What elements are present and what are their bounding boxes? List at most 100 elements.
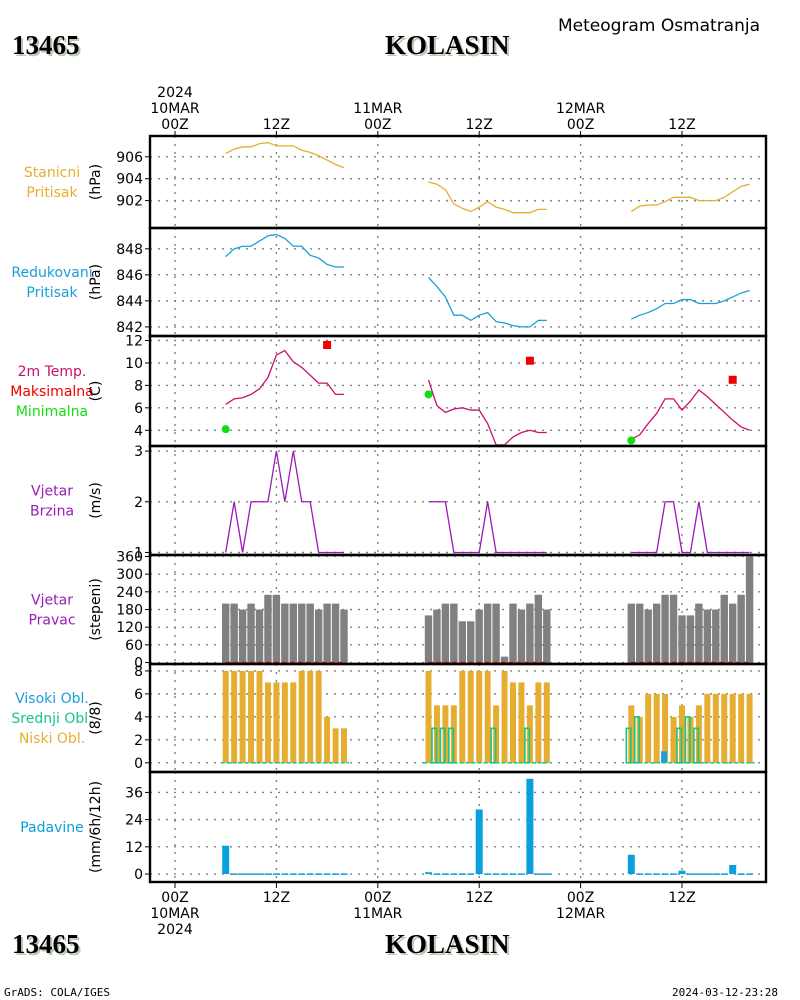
cloud-mid-bar: [633, 716, 641, 764]
cloud-low-bar: [324, 716, 331, 763]
precip-bar: [686, 873, 694, 875]
y-axis-unit: (C): [88, 381, 104, 402]
x-tick-label-bottom: 10MAR: [150, 906, 199, 922]
y-tick-label: 8: [134, 664, 143, 680]
y-axis-unit: (mm/6h/12h): [88, 781, 104, 873]
panel-label: Pritisak: [26, 285, 78, 301]
timestamp: 2024-03-12-23:28: [672, 986, 778, 999]
y-tick-label: 848: [116, 242, 143, 258]
cloud-low-bar: [670, 716, 677, 763]
cloud-low-bar: [256, 670, 263, 763]
precip-bar: [239, 873, 247, 875]
cloud-low-bar: [307, 670, 314, 763]
cloud-low-bar: [653, 693, 660, 763]
wind-dir-bar: [483, 603, 492, 664]
wind-dir-bar: [517, 609, 526, 664]
y-tick-label: 12: [125, 840, 143, 856]
wind-dir-bar: [222, 603, 230, 664]
precip-bar: [450, 873, 458, 875]
x-tick-label-top: 10MAR: [150, 101, 199, 117]
wind-dir-bar: [492, 603, 500, 664]
x-tick-label-top: 2024: [157, 85, 193, 101]
wind-dir-bar: [678, 615, 686, 664]
x-tick-label-bottom: 12Z: [668, 890, 695, 906]
series-line-wind-speed: [428, 501, 547, 554]
precip-bar: [509, 873, 517, 875]
panel-clouds: 0 2 4 6 8 Visoki Obl. Srednji Obl. Niski Obl.(8…: [11, 662, 768, 774]
precip-bar: [306, 873, 314, 875]
cloud-low-bar: [704, 693, 711, 763]
wind-dir-bar: [686, 615, 695, 664]
x-tick-label-top: 12Z: [668, 117, 695, 133]
wind-dir-bar: [230, 603, 238, 664]
panel-label: 2m Temp.: [18, 364, 87, 380]
x-tick-label-bottom: 00Z: [567, 890, 594, 906]
cloud-low-bar: [535, 682, 542, 763]
cloud-low-bar: [281, 682, 288, 763]
cloud-low-bar: [332, 728, 339, 763]
series-line-reduced-pressure: [631, 289, 750, 320]
x-tick-label-top: 12MAR: [556, 101, 605, 117]
x-tick-label-top: 12Z: [263, 117, 290, 133]
precip-bar: [484, 873, 492, 875]
panel-label: Pravac: [28, 613, 75, 629]
series-line-temperature: [630, 388, 750, 440]
x-tick-label-top: 00Z: [567, 117, 594, 133]
precip-bar: [332, 873, 340, 875]
y-tick-label: 0: [134, 867, 143, 883]
cloud-low-bar: [467, 670, 474, 763]
wind-dir-bar: [247, 603, 255, 664]
y-tick-label: 12: [125, 333, 143, 349]
cloud-low-bar: [712, 693, 719, 763]
wind-dir-bar: [509, 603, 517, 664]
panel-station-pressure: 902 904 906 Stanicni Pritisak (hPa): [24, 134, 768, 230]
y-tick-label: 300: [116, 567, 143, 583]
y-tick-label: 180: [116, 603, 143, 619]
precip-bar: [695, 873, 703, 875]
y-tick-label: 0: [134, 756, 143, 772]
panel-label: Brzina: [30, 504, 74, 520]
y-tick-label: 846: [116, 268, 143, 284]
cloud-low-bar: [341, 728, 347, 763]
y-tick-label: 904: [116, 172, 143, 188]
wind-dir-bar: [281, 603, 289, 664]
series-line-station-pressure: [428, 181, 547, 214]
y-tick-label: 844: [116, 294, 143, 310]
precip-bar: [222, 845, 230, 875]
chart-subtitle: Meteogram Osmatranja: [558, 16, 760, 36]
y-axis-unit: (hPa): [88, 164, 104, 200]
wind-dir-bar: [467, 621, 475, 664]
precip-bar: [729, 864, 737, 875]
wind-dir-bar: [526, 603, 534, 664]
series-line-reduced-pressure: [225, 233, 344, 268]
wind-dir-bar: [627, 603, 635, 664]
y-tick-label: 360: [116, 549, 143, 565]
wind-dir-bar: [695, 603, 703, 664]
wind-dir-bar: [458, 621, 466, 664]
x-tick-label-bottom: 2024: [157, 922, 193, 938]
panel-label: Srednji Obl.: [11, 711, 92, 727]
wind-dir-bar: [272, 594, 281, 664]
y-tick-label: 6: [134, 401, 143, 417]
precip-bar: [670, 873, 678, 875]
y-tick-label: 4: [134, 423, 143, 439]
panel-temperature: 4 6 8 10 12 2m Temp. Maksimalna Minimalna(C): [10, 333, 768, 448]
cloud-low-bar: [459, 670, 466, 763]
wind-dir-bar: [255, 609, 264, 664]
x-tick-label-top: 11MAR: [353, 101, 402, 117]
cloud-low-bar: [510, 682, 516, 763]
precip-bar: [441, 873, 449, 875]
precip-bar: [323, 873, 331, 875]
precip-bar: [720, 873, 728, 875]
x-tick-label-top: 00Z: [364, 117, 391, 133]
panel-frame: [148, 134, 768, 230]
panel-label: Pritisak: [26, 185, 78, 201]
wind-dir-bar: [636, 603, 644, 664]
precip-bar: [281, 873, 289, 875]
precip-bar: [534, 873, 542, 875]
panel-label: Maksimalna: [10, 384, 94, 400]
wind-dir-bar: [543, 609, 551, 664]
station-id: 13465: [12, 30, 80, 60]
